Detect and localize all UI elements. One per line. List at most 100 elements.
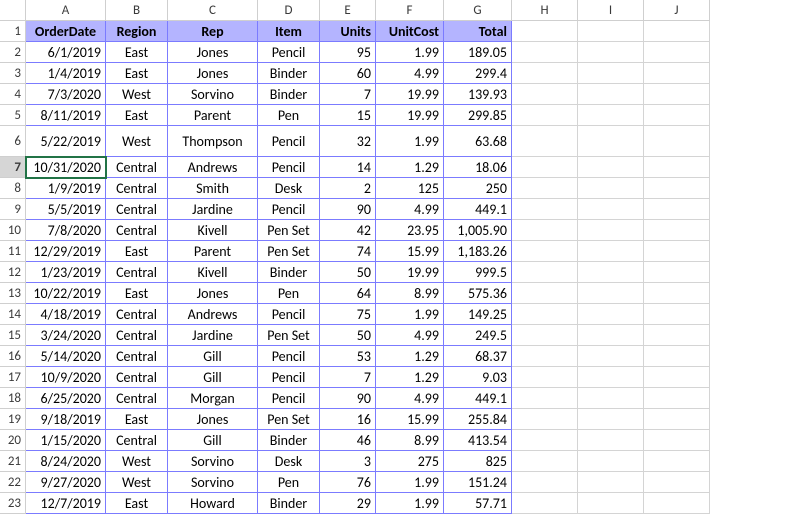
cell-E22[interactable]: 76 [320, 472, 376, 493]
row-header-21[interactable]: 21 [0, 451, 26, 472]
cell-C15[interactable]: Jardine [168, 325, 258, 346]
cell-C8[interactable]: Smith [168, 178, 258, 199]
cell-D4[interactable]: Binder [258, 84, 320, 105]
cell-B14[interactable]: Central [106, 304, 168, 325]
row-header-17[interactable]: 17 [0, 367, 26, 388]
cell-A11[interactable]: 12/29/2019 [26, 241, 106, 262]
cell-E11[interactable]: 74 [320, 241, 376, 262]
cell-J6[interactable] [644, 126, 710, 157]
cell-J13[interactable] [644, 283, 710, 304]
cell-C20[interactable]: Gill [168, 430, 258, 451]
cell-A10[interactable]: 7/8/2020 [26, 220, 106, 241]
cell-E18[interactable]: 90 [320, 388, 376, 409]
cell-E16[interactable]: 53 [320, 346, 376, 367]
cell-B8[interactable]: Central [106, 178, 168, 199]
cell-C7[interactable]: Andrews [168, 157, 258, 178]
cell-C14[interactable]: Andrews [168, 304, 258, 325]
cell-G9[interactable]: 449.1 [444, 199, 512, 220]
row-header-2[interactable]: 2 [0, 42, 26, 63]
cell-J10[interactable] [644, 220, 710, 241]
cell-D23[interactable]: Binder [258, 493, 320, 514]
cell-I5[interactable] [578, 105, 644, 126]
cell-G16[interactable]: 68.37 [444, 346, 512, 367]
cell-A9[interactable]: 5/5/2019 [26, 199, 106, 220]
cell-G5[interactable]: 299.85 [444, 105, 512, 126]
cell-B22[interactable]: West [106, 472, 168, 493]
cell-F22[interactable]: 1.99 [376, 472, 444, 493]
cell-F11[interactable]: 15.99 [376, 241, 444, 262]
row-header-18[interactable]: 18 [0, 388, 26, 409]
cell-J14[interactable] [644, 304, 710, 325]
cell-A12[interactable]: 1/23/2019 [26, 262, 106, 283]
cell-A21[interactable]: 8/24/2020 [26, 451, 106, 472]
row-header-12[interactable]: 12 [0, 262, 26, 283]
cell-H9[interactable] [512, 199, 578, 220]
cell-F16[interactable]: 1.29 [376, 346, 444, 367]
col-header-H[interactable]: H [512, 0, 578, 21]
cell-D12[interactable]: Binder [258, 262, 320, 283]
cell-B3[interactable]: East [106, 63, 168, 84]
cell-G12[interactable]: 999.5 [444, 262, 512, 283]
row-header-11[interactable]: 11 [0, 241, 26, 262]
cell-E4[interactable]: 7 [320, 84, 376, 105]
cell-G22[interactable]: 151.24 [444, 472, 512, 493]
table-header-item[interactable]: Item [258, 21, 320, 42]
row-header-10[interactable]: 10 [0, 220, 26, 241]
cell-I12[interactable] [578, 262, 644, 283]
cell-F3[interactable]: 4.99 [376, 63, 444, 84]
cell-G23[interactable]: 57.71 [444, 493, 512, 514]
cell-I19[interactable] [578, 409, 644, 430]
row-header-6[interactable]: 6 [0, 126, 26, 157]
cell-G20[interactable]: 413.54 [444, 430, 512, 451]
cell-E7[interactable]: 14 [320, 157, 376, 178]
cell-H15[interactable] [512, 325, 578, 346]
spreadsheet-grid[interactable]: ABCDEFGHIJ1OrderDateRegionRepItemUnitsUn… [0, 0, 800, 514]
cell-D5[interactable]: Pen [258, 105, 320, 126]
cell-H7[interactable] [512, 157, 578, 178]
cell-A15[interactable]: 3/24/2020 [26, 325, 106, 346]
cell-G7[interactable]: 18.06 [444, 157, 512, 178]
cell-C5[interactable]: Parent [168, 105, 258, 126]
cell-D3[interactable]: Binder [258, 63, 320, 84]
cell-F8[interactable]: 125 [376, 178, 444, 199]
cell-A16[interactable]: 5/14/2020 [26, 346, 106, 367]
cell-D15[interactable]: Pen Set [258, 325, 320, 346]
cell-B18[interactable]: Central [106, 388, 168, 409]
cell-G4[interactable]: 139.93 [444, 84, 512, 105]
table-header-total[interactable]: Total [444, 21, 512, 42]
cell-H6[interactable] [512, 126, 578, 157]
cell-C16[interactable]: Gill [168, 346, 258, 367]
col-header-A[interactable]: A [26, 0, 106, 21]
cell-I1[interactable] [578, 21, 644, 42]
cell-I23[interactable] [578, 493, 644, 514]
cell-G8[interactable]: 250 [444, 178, 512, 199]
cell-E20[interactable]: 46 [320, 430, 376, 451]
cell-C11[interactable]: Parent [168, 241, 258, 262]
cell-H5[interactable] [512, 105, 578, 126]
cell-G15[interactable]: 249.5 [444, 325, 512, 346]
cell-B11[interactable]: East [106, 241, 168, 262]
cell-F7[interactable]: 1.29 [376, 157, 444, 178]
row-header-5[interactable]: 5 [0, 105, 26, 126]
cell-D2[interactable]: Pencil [258, 42, 320, 63]
cell-E2[interactable]: 95 [320, 42, 376, 63]
cell-J3[interactable] [644, 63, 710, 84]
cell-C23[interactable]: Howard [168, 493, 258, 514]
cell-A6[interactable]: 5/22/2019 [26, 126, 106, 157]
cell-I3[interactable] [578, 63, 644, 84]
cell-E17[interactable]: 7 [320, 367, 376, 388]
cell-D20[interactable]: Binder [258, 430, 320, 451]
cell-G19[interactable]: 255.84 [444, 409, 512, 430]
row-header-15[interactable]: 15 [0, 325, 26, 346]
cell-J19[interactable] [644, 409, 710, 430]
cell-H12[interactable] [512, 262, 578, 283]
cell-G17[interactable]: 9.03 [444, 367, 512, 388]
cell-F2[interactable]: 1.99 [376, 42, 444, 63]
cell-I7[interactable] [578, 157, 644, 178]
cell-H16[interactable] [512, 346, 578, 367]
cell-C18[interactable]: Morgan [168, 388, 258, 409]
cell-B13[interactable]: East [106, 283, 168, 304]
cell-B7[interactable]: Central [106, 157, 168, 178]
cell-H18[interactable] [512, 388, 578, 409]
cell-A2[interactable]: 6/1/2019 [26, 42, 106, 63]
